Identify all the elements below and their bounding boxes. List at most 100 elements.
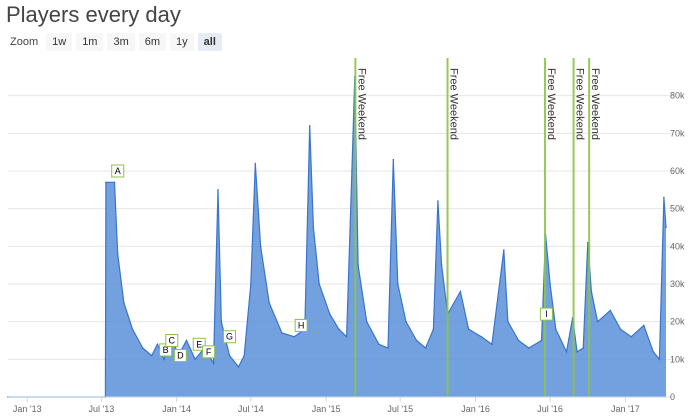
flag-label: F [206, 347, 212, 357]
free-weekend-label: Free Weekend [448, 68, 460, 140]
x-tick-label: Jan '15 [312, 404, 341, 414]
y-tick-label: 20k [670, 317, 685, 327]
free-weekend-band [572, 58, 575, 397]
y-tick-label: 70k [670, 128, 685, 138]
y-tick-label: 0 [670, 392, 675, 402]
data-point [440, 264, 443, 267]
flag-label: B [163, 345, 169, 355]
flag-box [165, 334, 179, 347]
flag-box [294, 318, 308, 332]
chart-title: Players every day [6, 2, 181, 27]
data-point [549, 283, 551, 285]
free-weekend-label: Free Weekend [355, 68, 367, 140]
x-tick-label: Jul '14 [238, 404, 264, 414]
flag-box [202, 345, 216, 359]
data-point [365, 320, 368, 323]
data-point [150, 354, 153, 357]
flag-box [173, 349, 187, 363]
data-point [318, 283, 321, 285]
data-point [555, 328, 557, 331]
data-point [254, 162, 257, 165]
data-point [528, 347, 530, 349]
data-point [432, 328, 435, 331]
free-weekend-label: Free Weekend [589, 68, 601, 140]
zoom-1y-button[interactable]: 1y [170, 33, 194, 51]
series-area [7, 76, 667, 398]
zoom-1m-button[interactable]: 1m [76, 33, 104, 51]
y-axis: 0 10k 20k 30k 40k 50k 60k 70k 80k [670, 91, 685, 402]
data-point [113, 181, 116, 184]
y-tick-label: 80k [670, 91, 685, 101]
zoom-label: Zoom [10, 36, 39, 48]
data-point [357, 264, 359, 267]
data-point [217, 189, 219, 191]
x-axis: Jan '13 Jul '13 Jan '14 Jul '14 Jan '15 Jul '… [8, 396, 668, 414]
data-point [308, 125, 311, 127]
data-point [243, 354, 245, 357]
series-area-fill [8, 76, 666, 398]
free-weekend-label: Free Weekend [574, 68, 586, 140]
y-tick-label: 40k [670, 241, 685, 251]
y-tick-label: 10k [670, 354, 685, 364]
data-point [105, 181, 107, 184]
data-point [503, 249, 505, 251]
flag-label: I [545, 309, 548, 319]
data-point [387, 347, 389, 349]
data-point [345, 335, 348, 338]
flag-label: C [169, 336, 176, 346]
data-point [663, 196, 665, 199]
x-tick-label: Jan '17 [611, 404, 640, 414]
data-point [437, 200, 439, 202]
data-point [212, 362, 215, 364]
data-point [643, 324, 645, 327]
data-point [131, 328, 134, 331]
data-point [491, 343, 493, 346]
flag-label: H [298, 320, 305, 330]
zoom-6m-button[interactable]: 6m [138, 33, 167, 51]
data-point [116, 253, 119, 255]
flag-label: G [226, 332, 233, 342]
data-point [312, 226, 315, 229]
x-tick-label: Jul '16 [537, 404, 563, 414]
flag-label: D [177, 351, 184, 361]
data-point [467, 328, 470, 331]
data-point [392, 158, 395, 161]
data-point [397, 283, 399, 285]
data-point [459, 290, 462, 293]
zoom-1w-button[interactable]: 1w [46, 33, 73, 51]
data-point [590, 290, 593, 293]
data-point [658, 358, 661, 361]
x-tick-label: Jul '15 [387, 404, 413, 414]
zoom-all-button[interactable]: all [197, 33, 222, 51]
data-point [652, 351, 655, 353]
x-tick-label: Jul '13 [88, 404, 114, 414]
data-point [665, 226, 667, 229]
data-point [163, 358, 165, 361]
data-point [507, 320, 509, 323]
data-point [609, 309, 612, 312]
free-weekend-label: Free Weekend [545, 68, 557, 140]
zoom-3m-button[interactable]: 3m [107, 33, 135, 51]
x-tick-label: Jan '13 [13, 404, 42, 414]
free-weekend-bands: Free Weekend Free Weekend Free Weekend Free… [354, 58, 601, 397]
data-point [237, 366, 240, 368]
data-point [293, 335, 296, 338]
data-point [576, 351, 578, 353]
free-weekend-band [354, 58, 357, 397]
data-point [259, 245, 262, 248]
data-point [141, 347, 144, 349]
flag-label: E [196, 339, 202, 349]
data-point [123, 302, 125, 304]
y-tick-label: 60k [670, 166, 685, 176]
data-point [405, 320, 407, 323]
data-point [351, 170, 353, 172]
data-point [582, 347, 584, 349]
y-tick-label: 50k [670, 204, 685, 214]
free-weekend-band [446, 58, 449, 397]
data-point [480, 335, 483, 338]
data-point [540, 339, 543, 342]
data-point [228, 354, 231, 357]
data-point [415, 339, 418, 342]
x-tick-label: Jan '16 [461, 404, 490, 414]
